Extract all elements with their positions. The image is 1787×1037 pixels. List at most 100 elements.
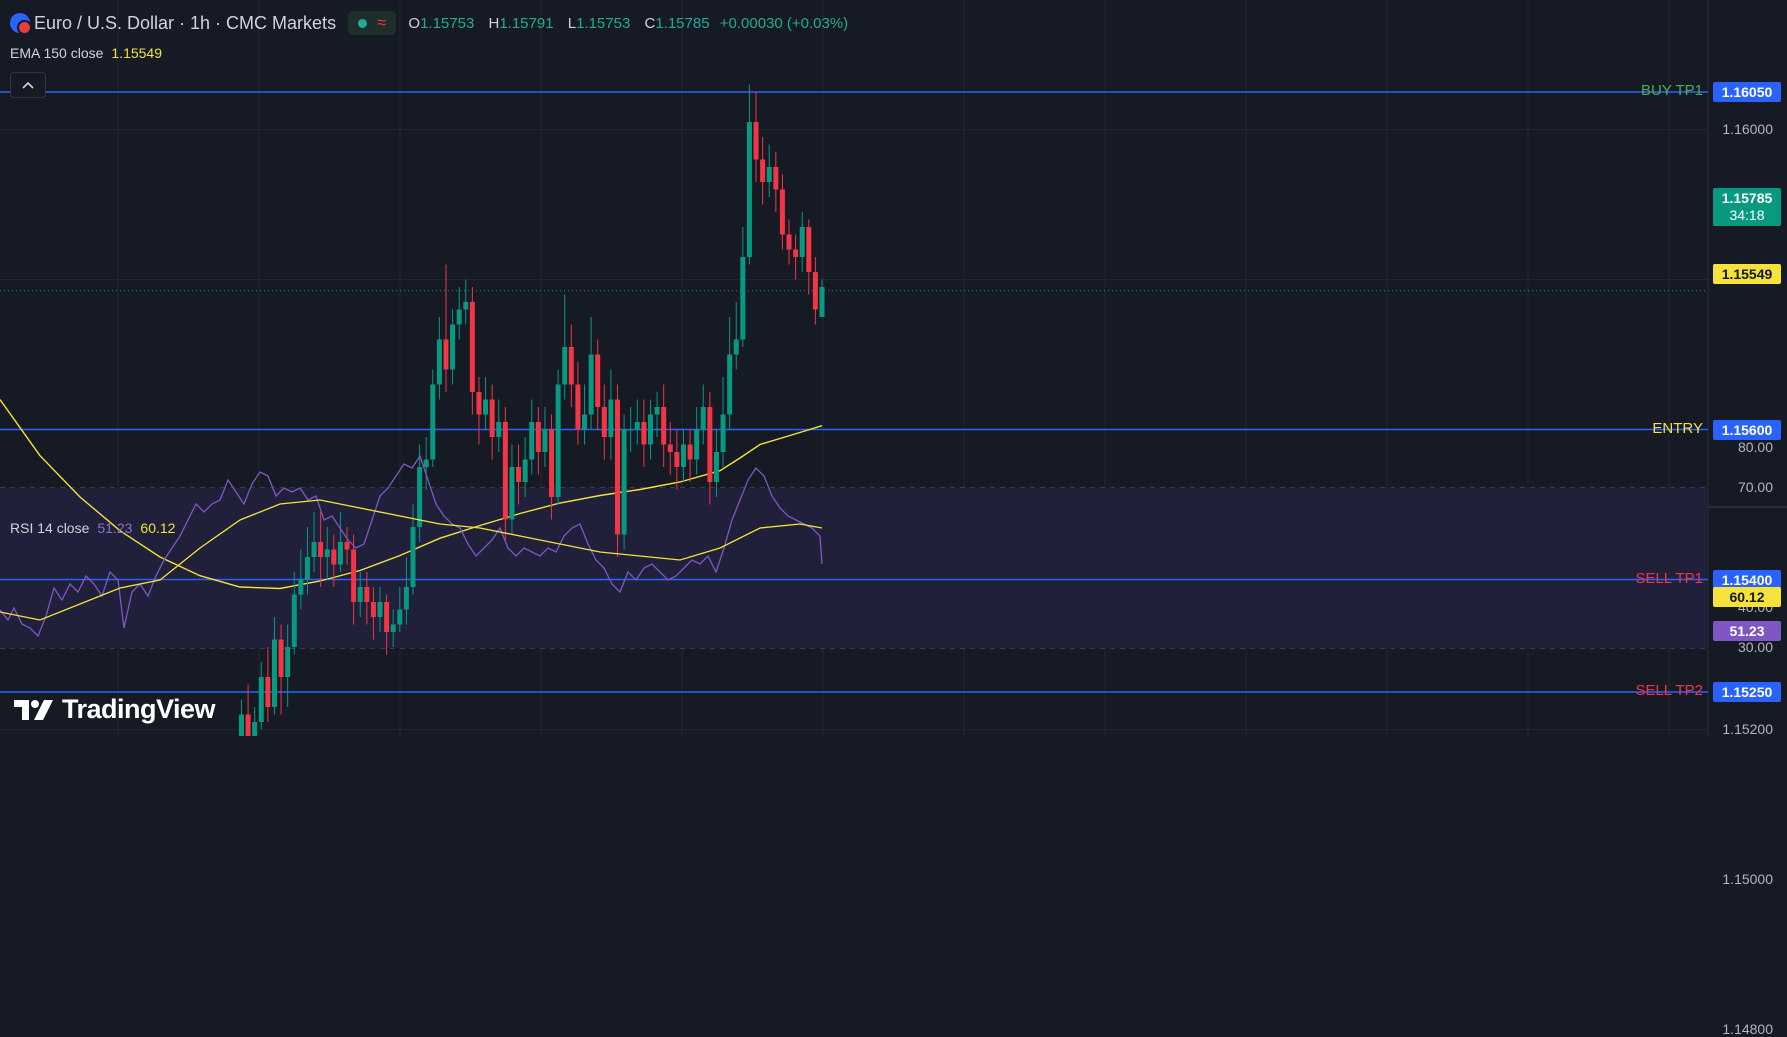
brand-name: TradingView	[62, 694, 216, 724]
candle	[746, 84, 752, 265]
candle-body	[628, 429, 634, 431]
candle	[529, 399, 535, 475]
rsi-ma-line	[0, 499, 823, 621]
price-tick: 1.16000	[1722, 120, 1773, 137]
candle-body	[819, 287, 825, 317]
candle	[733, 302, 739, 370]
candle-body	[390, 624, 396, 632]
candle-body	[621, 429, 627, 535]
level-price-badge: 1.15400	[1713, 569, 1781, 590]
candle-body	[773, 167, 779, 190]
candle	[278, 624, 284, 715]
candle	[271, 617, 277, 715]
candle-body	[469, 302, 475, 392]
candle-body	[364, 587, 370, 602]
rsi-legend[interactable]: RSI 14 close 51.23 60.12	[10, 520, 175, 536]
chart-canvas[interactable]	[0, 0, 1787, 736]
candle	[674, 429, 680, 490]
candle	[436, 317, 442, 400]
candle-body	[410, 527, 416, 587]
symbol-title[interactable]: Euro / U.S. Dollar · 1h · CMC Markets	[34, 12, 337, 33]
candle-body	[483, 399, 489, 415]
bar-countdown: 34:18	[1729, 207, 1765, 223]
candle	[779, 174, 785, 250]
candle	[568, 324, 574, 407]
rsi-tick: 70.00	[1737, 479, 1773, 495]
candle	[641, 399, 647, 467]
candle	[812, 257, 818, 325]
candle	[615, 384, 620, 557]
candle	[364, 572, 370, 625]
candle-body	[450, 324, 456, 370]
candle-body	[727, 354, 733, 415]
candle	[417, 444, 423, 542]
candle	[238, 699, 244, 736]
candle-body	[674, 452, 680, 467]
candle-body	[746, 122, 752, 257]
candle-body	[397, 609, 403, 625]
rsi-tick: 30.00	[1737, 639, 1773, 655]
candle-body	[344, 542, 350, 550]
candle	[410, 504, 416, 595]
ema-price-badge: 1.15549	[1713, 264, 1781, 284]
candle	[535, 407, 541, 475]
candle-body	[601, 407, 607, 437]
candle-body	[760, 159, 766, 182]
candle-body	[654, 407, 660, 415]
candle-body	[779, 189, 785, 235]
candle-body	[766, 167, 772, 182]
collapse-legend-button[interactable]	[10, 72, 46, 98]
open-value: 1.15753	[420, 14, 475, 32]
candle	[562, 294, 568, 400]
candle-body	[331, 549, 337, 565]
candle	[601, 384, 607, 460]
level-price-badge: 1.16050	[1713, 82, 1781, 102]
candle	[483, 377, 489, 430]
candle-body	[311, 542, 317, 557]
candle	[549, 414, 555, 520]
candle-body	[535, 422, 541, 452]
candle-body	[568, 347, 574, 385]
candle-body	[370, 602, 376, 617]
close-value: 1.15785	[655, 14, 710, 32]
candle	[575, 362, 581, 445]
candle	[773, 152, 779, 212]
candle	[443, 264, 449, 392]
candle-body	[549, 429, 555, 497]
candle	[542, 407, 548, 467]
level-label: SELL TP1	[1635, 569, 1703, 587]
rsi-tick: 80.00	[1737, 439, 1773, 455]
candle	[661, 384, 667, 467]
tradingview-logo[interactable]: TradingView	[14, 694, 216, 725]
candle-body	[667, 444, 673, 452]
rsi-band	[0, 488, 1708, 648]
chevron-up-icon	[22, 81, 34, 89]
candle-body	[476, 392, 482, 415]
market-status[interactable]: ≈	[348, 11, 397, 35]
rsi-line	[0, 454, 823, 638]
candle	[390, 609, 396, 647]
candle-body	[740, 257, 746, 340]
candle	[285, 624, 291, 707]
candle	[654, 392, 660, 437]
candle-body	[555, 384, 561, 497]
rsi-ma-value: 60.12	[140, 520, 176, 536]
candle-body	[337, 542, 343, 565]
candle	[819, 279, 825, 317]
ema-legend[interactable]: EMA 150 close 1.15549	[10, 45, 162, 61]
level-label: SELL TP2	[1635, 682, 1703, 699]
candle	[516, 444, 522, 505]
candle-body	[634, 422, 640, 430]
candle	[351, 534, 357, 625]
candle-body	[786, 234, 792, 250]
candle	[430, 369, 436, 467]
candle-body	[252, 722, 258, 736]
candle-body	[238, 714, 244, 736]
candle	[628, 407, 634, 452]
candle	[727, 317, 733, 430]
candle-body	[595, 354, 601, 407]
candle	[456, 287, 462, 340]
candle	[608, 369, 614, 460]
candle	[806, 219, 812, 295]
candle	[582, 384, 588, 445]
